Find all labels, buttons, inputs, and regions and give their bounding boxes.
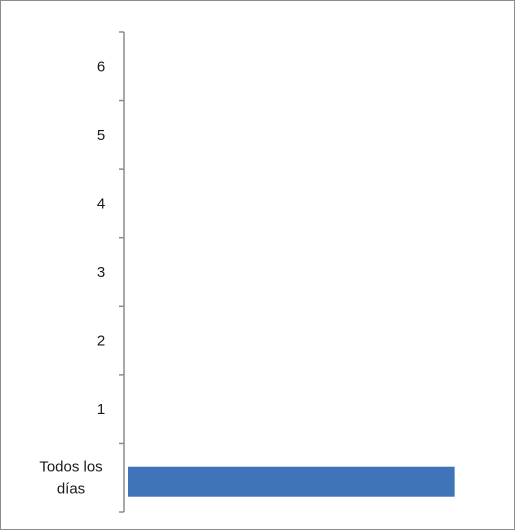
y-tick-label: 6 (97, 58, 105, 75)
y-axis (119, 31, 125, 513)
y-tick-label: 5 (97, 127, 105, 144)
y-tick-label: 2 (97, 333, 105, 350)
bar (128, 466, 455, 497)
bars (128, 466, 455, 497)
y-tick-label: Todos los días (39, 459, 102, 498)
y-tick-labels: Todos los días 1 2 3 4 5 6 (39, 58, 105, 497)
y-tick-label: 4 (97, 195, 105, 212)
y-tick-label: 3 (97, 264, 105, 281)
y-tick-label: 1 (97, 401, 105, 418)
